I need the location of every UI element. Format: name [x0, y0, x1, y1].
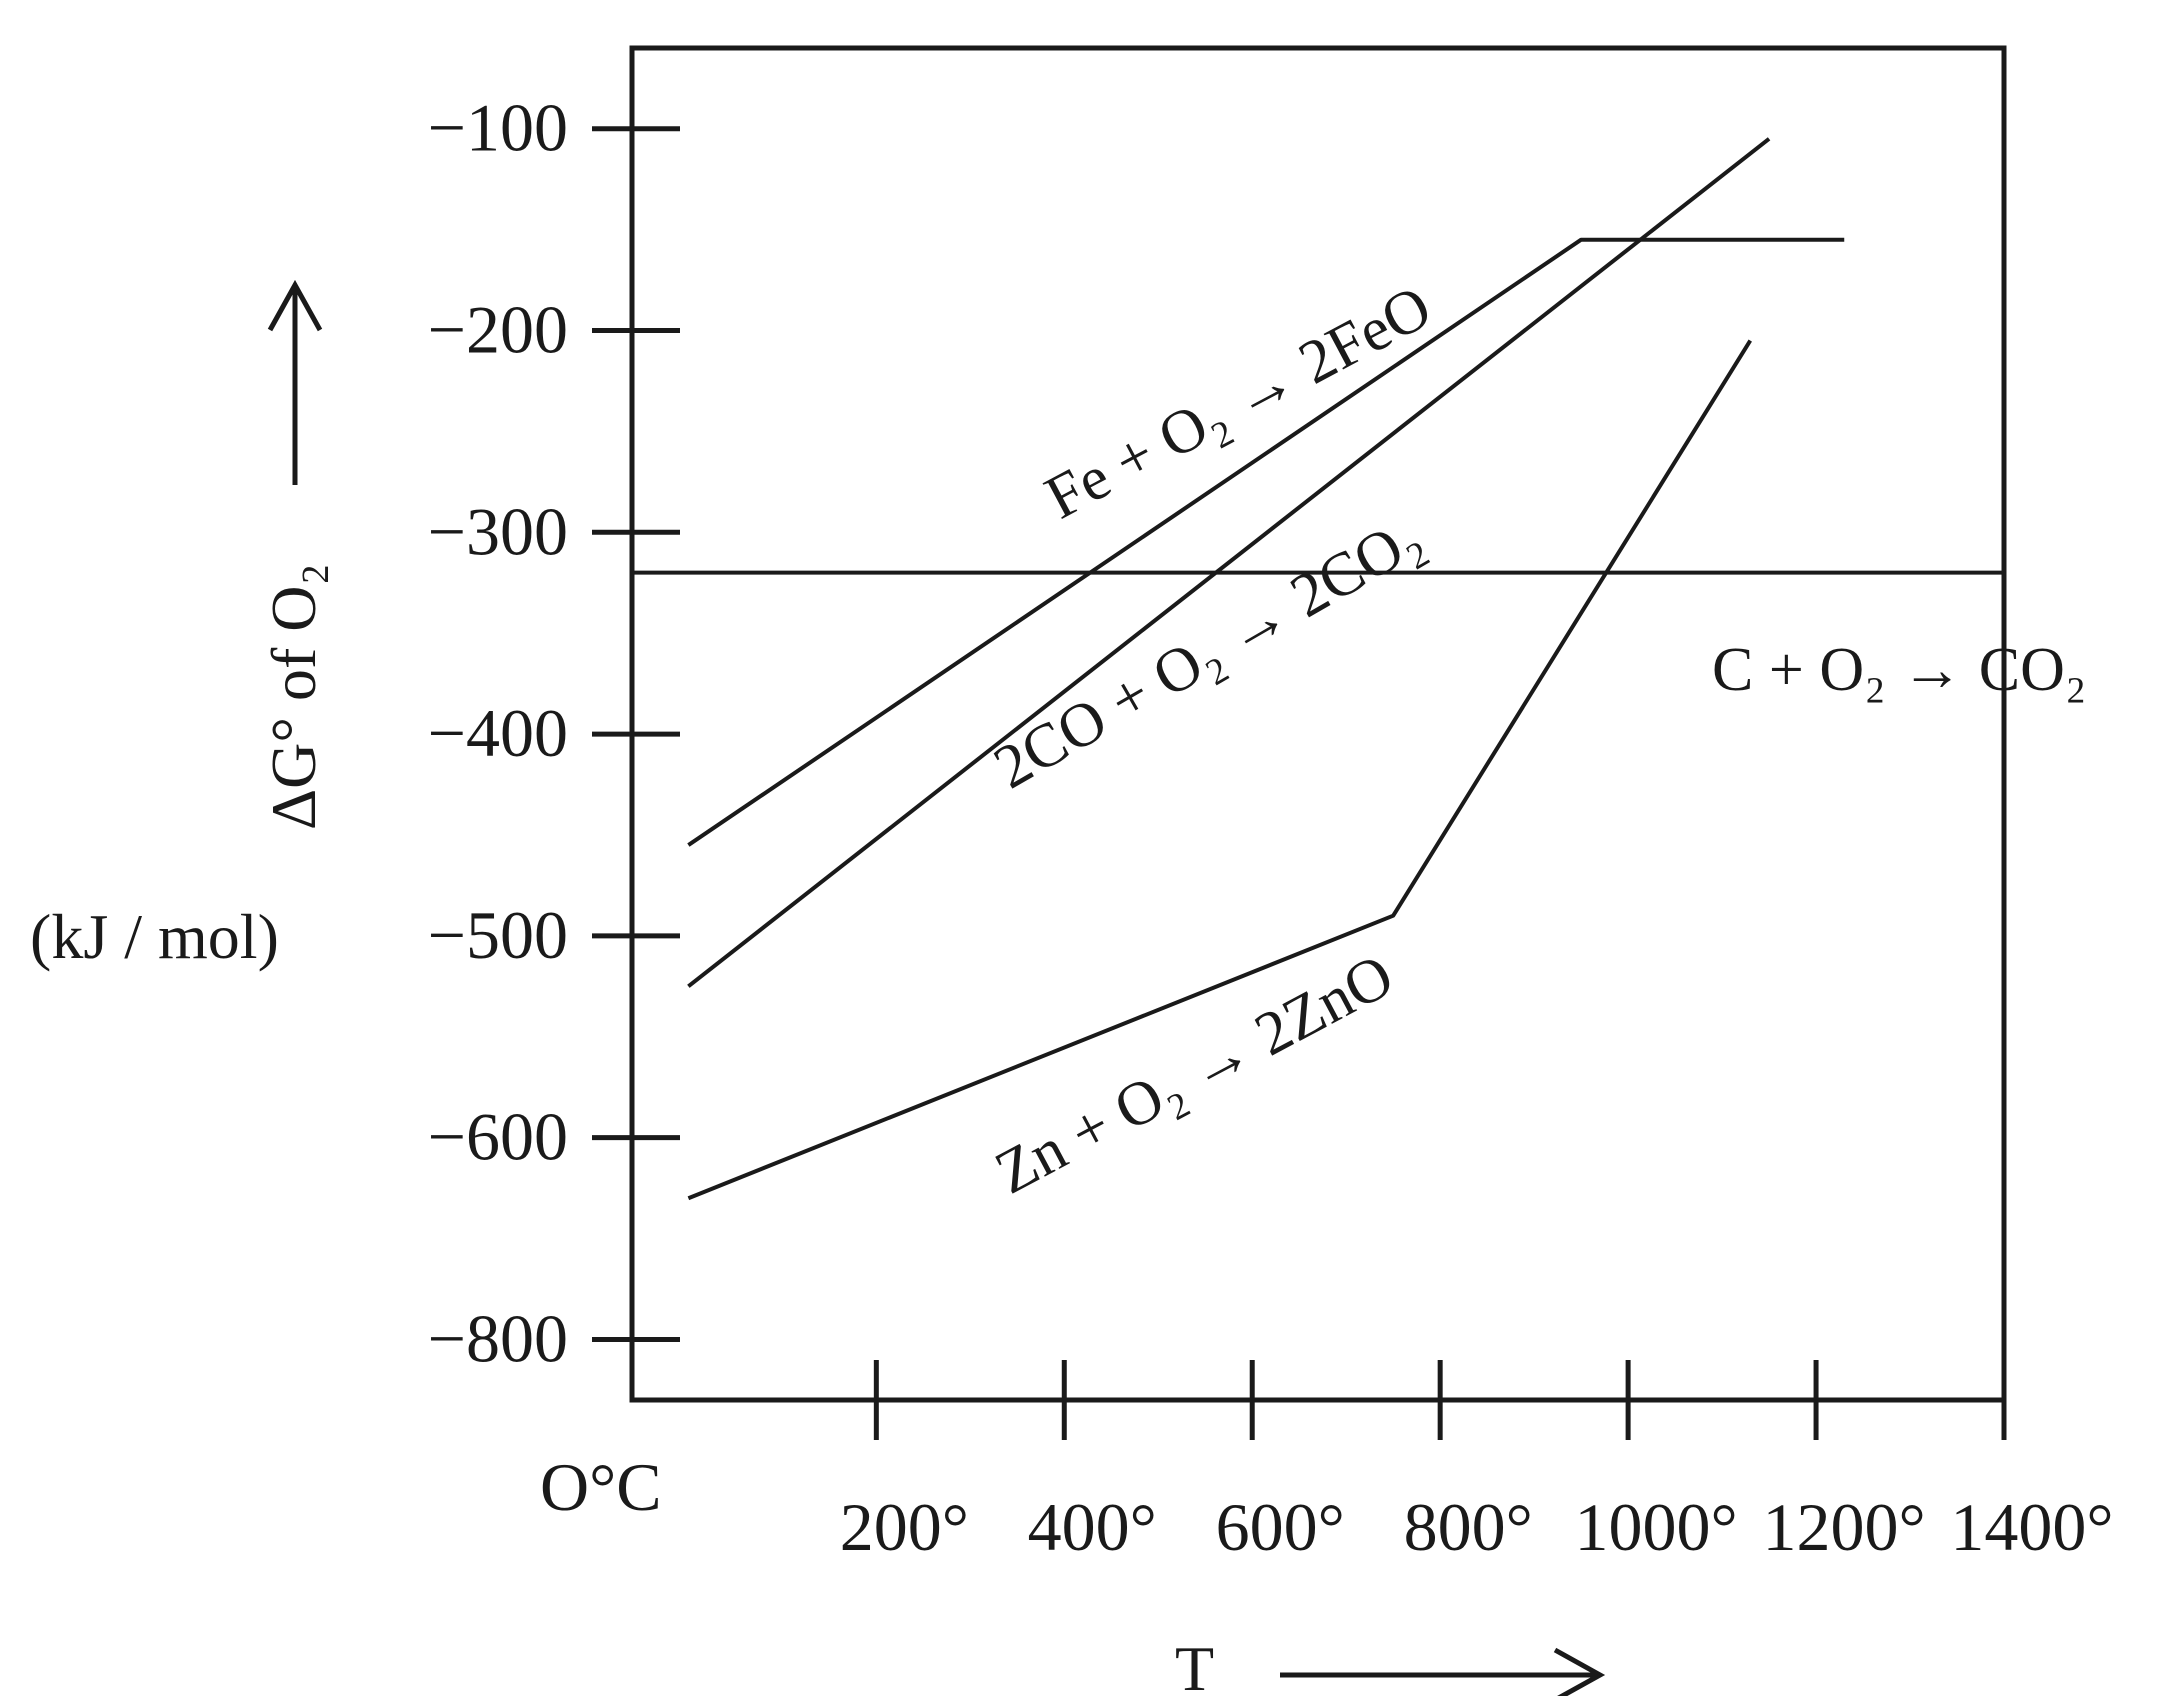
series-lines	[632, 137, 2004, 1201]
x-tick-labels: O°C 200° 400° 600° 800° 1000° 1200° 1400°	[540, 1449, 2114, 1565]
x-tick-label: 1000°	[1575, 1489, 1738, 1565]
y-axis-arrow	[267, 279, 323, 485]
series-label-c: C + O₂ → CO₂	[1712, 636, 2086, 704]
series-line-fe	[687, 237, 1845, 847]
series-line-co	[687, 137, 1771, 988]
y-axis-unit: (kJ / mol)	[30, 901, 279, 972]
y-tick-label: −500	[428, 897, 568, 973]
x-axis-label: T	[1175, 1633, 1214, 1696]
y-tick-label: −400	[428, 695, 568, 771]
series-line-zn	[687, 339, 1752, 1201]
y-tick-label: −300	[428, 493, 568, 569]
series-label-zn: Zn + O₂ → 2ZnO	[985, 941, 1404, 1207]
x-tick-label: 600°	[1216, 1489, 1345, 1565]
y-axis-label: ΔG° of O₂	[258, 563, 329, 830]
plot-frame	[629, 45, 2007, 1403]
series-label-co: 2CO + O₂ → 2CO₂	[983, 503, 1434, 803]
x-ticks	[873, 1360, 2007, 1440]
x-tick-label: 1400°	[1950, 1489, 2113, 1565]
y-ticks	[592, 126, 680, 1342]
x-tick-label: 400°	[1028, 1489, 1157, 1565]
y-tick-label: −600	[428, 1099, 568, 1175]
x-tick-label: O°C	[540, 1449, 662, 1525]
x-tick-label: 800°	[1404, 1489, 1533, 1565]
x-axis-arrow	[1280, 1647, 1606, 1696]
series-label-fe: Fe + O₂ → 2FeO	[1035, 273, 1442, 533]
y-tick-label: −200	[428, 292, 568, 368]
y-tick-labels: −100 −200 −300 −400 −500 −600 −800	[428, 90, 568, 1377]
y-tick-label: −800	[428, 1300, 568, 1376]
x-tick-label: 1200°	[1762, 1489, 1925, 1565]
x-tick-label: 200°	[840, 1489, 969, 1565]
y-tick-label: −100	[428, 90, 568, 166]
